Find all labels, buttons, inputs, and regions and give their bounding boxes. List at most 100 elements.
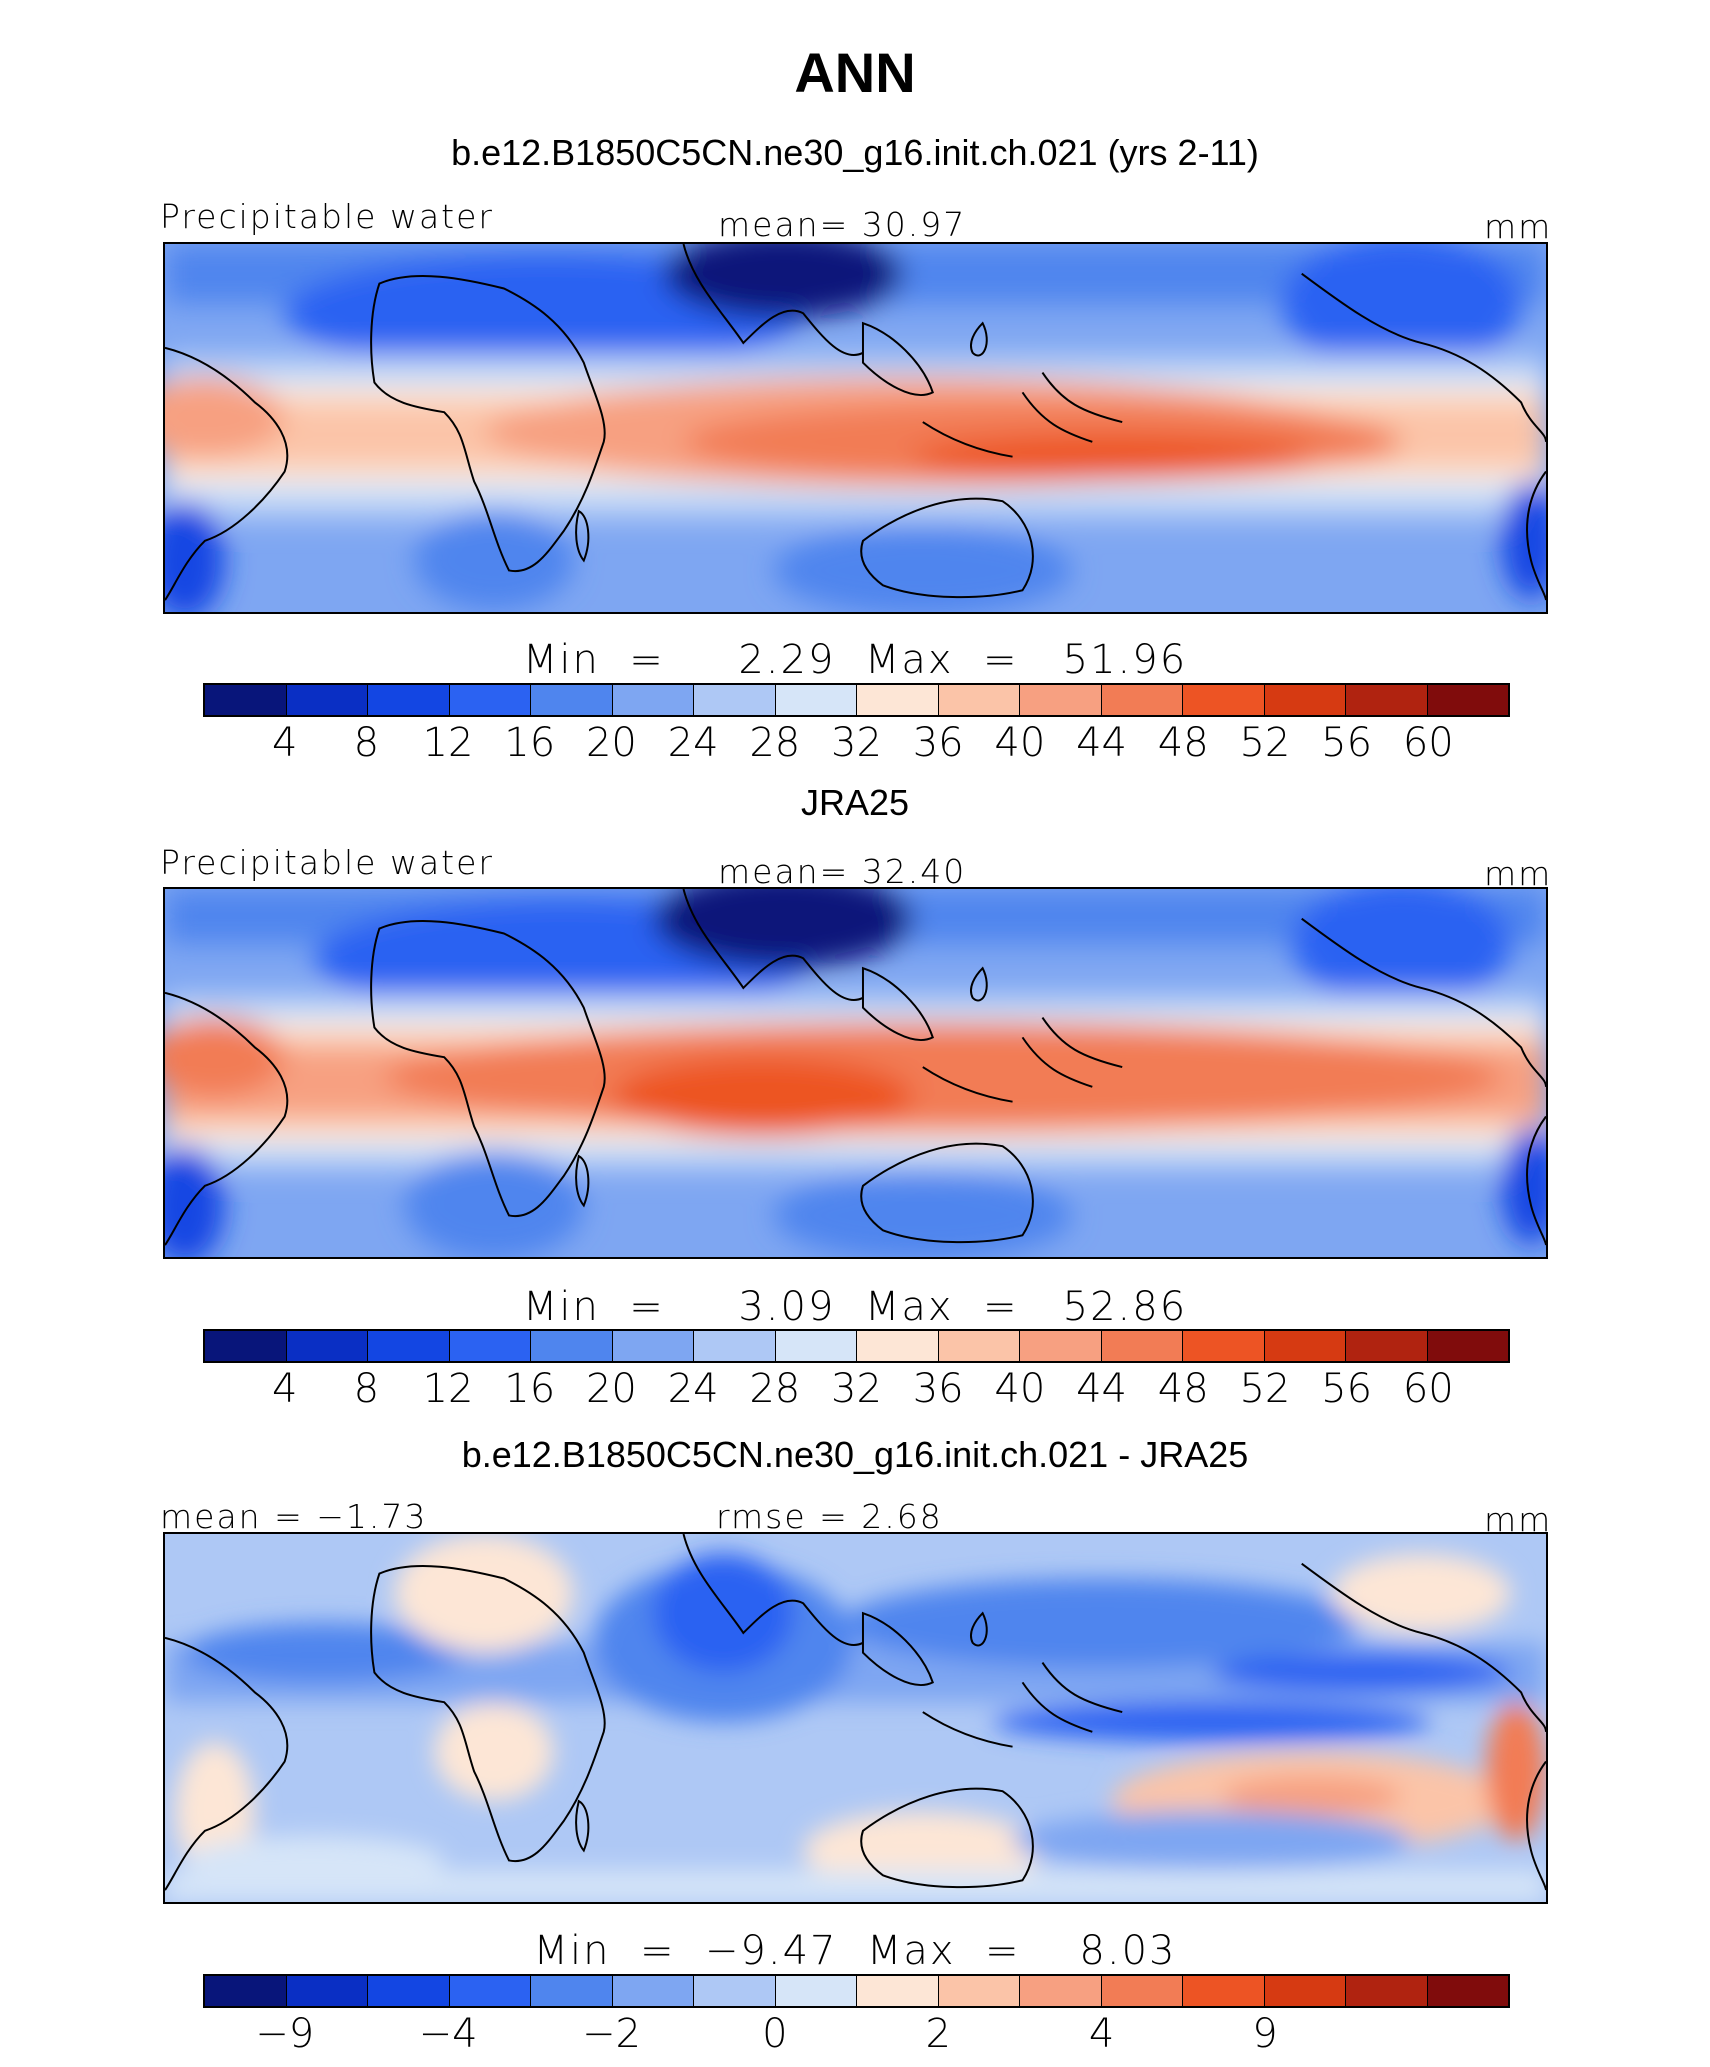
panel-3-min-label: Min = [533, 1928, 676, 1974]
colorbar-tick-label: 12 [422, 720, 474, 766]
colorbar-tick-label: 0 [762, 2011, 788, 2057]
colorbar-tick-label: 20 [585, 720, 637, 766]
colorbar-swatch [1427, 685, 1508, 715]
colorbar-swatch [775, 1331, 857, 1361]
panel-1-title: b.e12.B1850C5CN.ne30_g16.init.ch.021 (yr… [451, 132, 1259, 173]
colorbar-swatch [1346, 685, 1428, 715]
colorbar-tick-label: 24 [667, 1366, 719, 1412]
colorbar-tick-label: 16 [504, 1366, 556, 1412]
colorbar-tick-label: 8 [353, 1366, 380, 1412]
colorbar-tick-label: 36 [912, 720, 964, 766]
colorbar-swatch [368, 1976, 450, 2006]
colorbar-swatch [531, 1331, 613, 1361]
panel-2-mean-label: mean= 32.40 [718, 852, 967, 891]
colorbar-swatch [857, 685, 939, 715]
colorbar-swatch [694, 1976, 776, 2006]
colorbar-swatch [694, 685, 776, 715]
panel-2-minmax: Min = 3.09 Max = 52.86 [0, 1287, 1710, 1327]
colorbar-swatch [1020, 685, 1102, 715]
colorbar-swatch [205, 685, 287, 715]
colorbar-swatch [531, 685, 613, 715]
panel-2-min-label: Min = [522, 1284, 665, 1330]
panel-1-min-label: Min = [522, 637, 665, 683]
colorbar-swatch [1183, 1331, 1265, 1361]
colorbar-tick-label: 4 [271, 720, 298, 766]
panel-2-units: mm [1484, 854, 1553, 893]
colorbar-swatch [368, 685, 450, 715]
panel-1-colorbar [203, 683, 1510, 717]
colorbar-tick-label: 44 [1076, 720, 1128, 766]
panel-2-min-value: 3.09 [738, 1284, 836, 1330]
panel-1-units: mm [1484, 207, 1553, 246]
colorbar-tick-label: 24 [667, 720, 719, 766]
colorbar-tick-label: 52 [1239, 1366, 1291, 1412]
panel-1-max-value: 51.96 [1062, 637, 1188, 683]
colorbar-tick-label: 60 [1402, 720, 1454, 766]
colorbar-swatch [1020, 1976, 1102, 2006]
colorbar-swatch [938, 685, 1020, 715]
panel-1-minmax: Min = 2.29 Max = 51.96 [0, 640, 1710, 680]
panel-2-max-label: Max = [864, 1284, 1019, 1330]
colorbar-tick-label: 56 [1321, 720, 1373, 766]
colorbar-tick-label: 9 [1252, 2011, 1278, 2057]
colorbar-tick-label: 56 [1321, 1366, 1373, 1412]
main-title: ANN [794, 41, 916, 104]
colorbar-tick-label: 44 [1076, 1366, 1128, 1412]
colorbar-tick-label: 32 [831, 1366, 882, 1412]
panel-2-title: JRA25 [800, 782, 910, 823]
colorbar-tick-label: −9 [255, 2011, 315, 2057]
panel-3-max-label: Max = [866, 1928, 1021, 1974]
panel-2-variable-label: Precipitable water [160, 843, 494, 882]
panel-2-colorbar [203, 1329, 1510, 1363]
colorbar-swatch [531, 1976, 613, 2006]
colorbar-tick-label: 16 [504, 720, 556, 766]
colorbar-swatch [286, 1976, 368, 2006]
colorbar-swatch [1101, 1976, 1183, 2006]
colorbar-swatch [612, 1331, 694, 1361]
panel-3-units: mm [1484, 1500, 1553, 1539]
colorbar-swatch [938, 1331, 1020, 1361]
colorbar-tick-label: 36 [912, 1366, 964, 1412]
colorbar-tick-label: 12 [422, 1366, 474, 1412]
colorbar-swatch [205, 1331, 287, 1361]
colorbar-swatch [449, 1976, 531, 2006]
panel-3-mean-label: mean = −1.73 [160, 1497, 428, 1536]
colorbar-swatch [775, 685, 857, 715]
colorbar-swatch [775, 1976, 857, 2006]
colorbar-swatch [1183, 1976, 1265, 2006]
colorbar-tick-label: 52 [1239, 720, 1291, 766]
colorbar-swatch [1264, 1331, 1346, 1361]
panel-3-min-value: −9.47 [704, 1928, 838, 1974]
colorbar-tick-label: 40 [994, 720, 1046, 766]
colorbar-swatch [286, 1331, 368, 1361]
colorbar-swatch [938, 1976, 1020, 2006]
panel-1-max-label: Max = [864, 637, 1019, 683]
colorbar-swatch [205, 1976, 287, 2006]
panel-1-variable-label: Precipitable water [160, 197, 494, 236]
panel-3-max-value: 8.03 [1079, 1928, 1177, 1974]
colorbar-tick-label: 2 [925, 2011, 951, 2057]
colorbar-swatch [1101, 685, 1183, 715]
colorbar-swatch [449, 685, 531, 715]
panel-3-map [163, 1532, 1548, 1904]
colorbar-tick-label: 48 [1157, 720, 1209, 766]
colorbar-swatch [1427, 1976, 1508, 2006]
colorbar-tick-label: 48 [1157, 1366, 1209, 1412]
panel-1-map [163, 242, 1548, 614]
panel-2-map [163, 887, 1548, 1259]
panel-3-minmax: Min = −9.47 Max = 8.03 [0, 1931, 1710, 1971]
panel-2-max-value: 52.86 [1062, 1284, 1188, 1330]
colorbar-tick-label: 28 [749, 1366, 801, 1412]
colorbar-swatch [1264, 685, 1346, 715]
colorbar-tick-label: 4 [1088, 2011, 1115, 2057]
panel-1-mean-label: mean= 30.97 [718, 205, 967, 244]
colorbar-tick-label: −2 [581, 2011, 641, 2057]
colorbar-swatch [1346, 1976, 1428, 2006]
colorbar-swatch [612, 1976, 694, 2006]
panel-1-min-value: 2.29 [738, 637, 836, 683]
panel-3-title: b.e12.B1850C5CN.ne30_g16.init.ch.021 - J… [461, 1434, 1249, 1475]
colorbar-swatch [286, 685, 368, 715]
colorbar-swatch [368, 1331, 450, 1361]
colorbar-tick-label: 20 [585, 1366, 637, 1412]
colorbar-swatch [694, 1331, 776, 1361]
